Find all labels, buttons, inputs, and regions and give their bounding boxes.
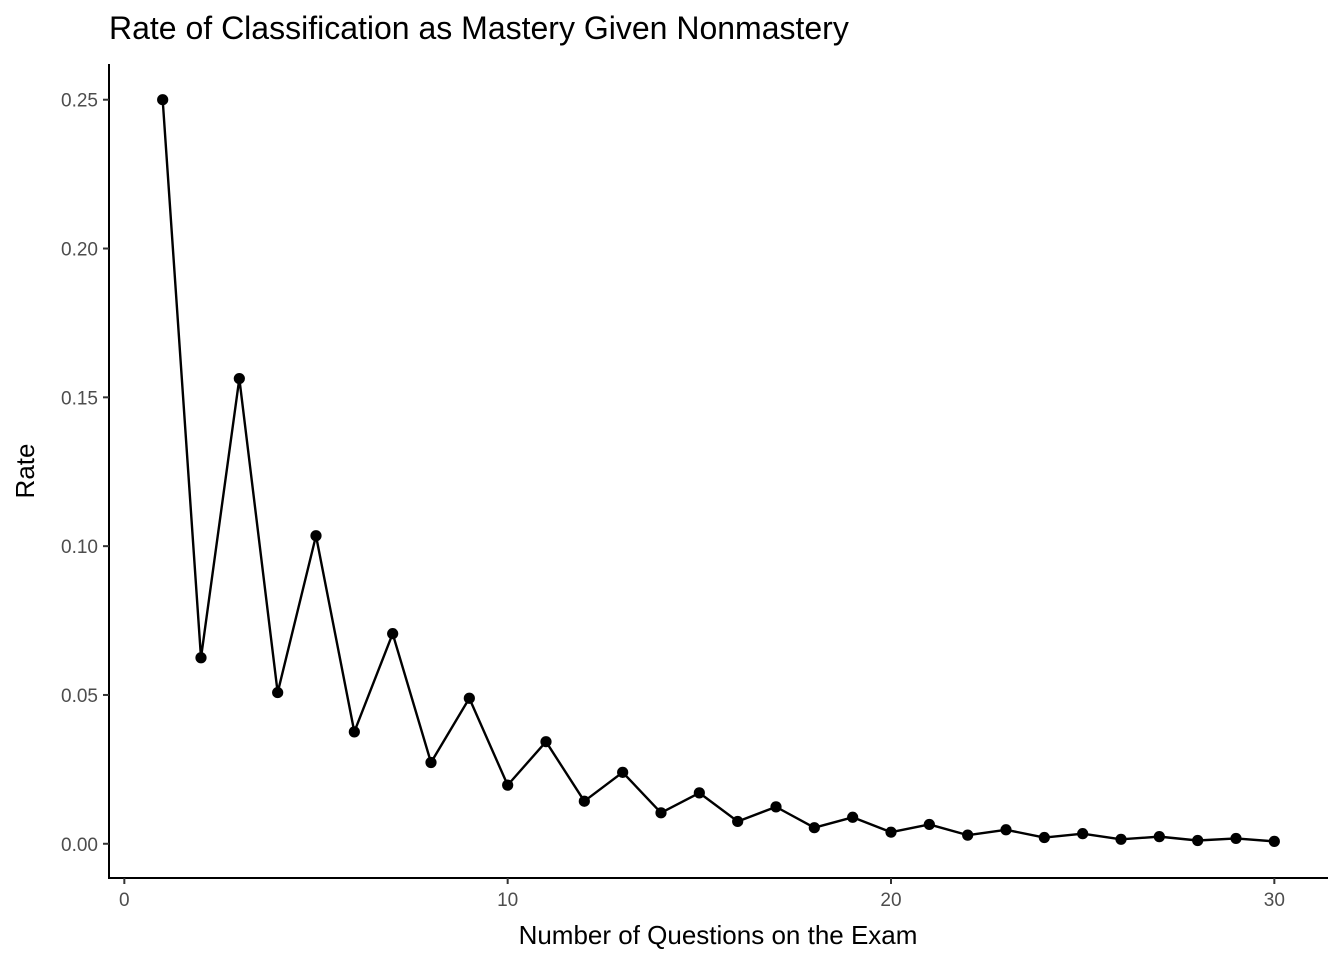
data-point xyxy=(578,795,590,807)
data-point xyxy=(463,692,475,704)
data-point xyxy=(617,766,629,778)
y-tick-label: 0.15 xyxy=(61,388,98,409)
data-point xyxy=(233,372,245,385)
data-point xyxy=(310,530,322,542)
data-point xyxy=(693,787,705,799)
data-point xyxy=(923,818,935,831)
data-point xyxy=(732,815,744,828)
data-point xyxy=(502,779,514,791)
data-point xyxy=(1230,832,1242,845)
x-axis-title: Number of Questions on the Exam xyxy=(519,920,918,950)
y-tick-label: 0.05 xyxy=(61,686,98,707)
x-axis-ticks: 0 10 20 30 xyxy=(119,878,1285,911)
data-point xyxy=(425,756,437,769)
y-axis-title: Rate xyxy=(10,444,40,499)
chart-title: Rate of Classification as Mastery Given … xyxy=(109,10,849,46)
data-point xyxy=(885,826,897,838)
y-tick-label: 0.10 xyxy=(61,537,98,558)
data-point xyxy=(1077,828,1089,840)
data-point xyxy=(1000,824,1012,836)
y-axis-ticks: 0.00 0.05 0.10 0.15 0.20 0.25 xyxy=(61,91,109,856)
plot-area xyxy=(157,94,1280,847)
data-point xyxy=(655,807,667,819)
data-point xyxy=(770,801,782,813)
data-point xyxy=(808,822,820,834)
x-tick-label: 30 xyxy=(1264,890,1285,911)
data-point xyxy=(1153,831,1165,843)
x-tick-label: 10 xyxy=(497,890,518,911)
x-tick-label: 0 xyxy=(119,890,130,911)
y-tick-label: 0.00 xyxy=(61,835,98,856)
data-point xyxy=(157,94,169,106)
data-point xyxy=(1038,831,1050,844)
y-tick-label: 0.25 xyxy=(61,91,98,112)
y-tick-label: 0.20 xyxy=(61,240,98,261)
x-tick-label: 20 xyxy=(880,890,901,911)
data-point xyxy=(962,829,974,841)
data-point xyxy=(195,652,207,664)
data-point xyxy=(540,736,552,748)
data-point xyxy=(847,811,859,823)
data-point xyxy=(1192,834,1204,847)
series-line xyxy=(161,99,1275,843)
data-point xyxy=(387,628,399,640)
data-point xyxy=(272,686,284,699)
data-point xyxy=(1268,835,1280,847)
data-point xyxy=(1115,833,1127,845)
data-point xyxy=(348,726,360,738)
